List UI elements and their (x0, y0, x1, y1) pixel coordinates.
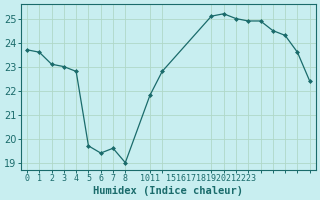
X-axis label: Humidex (Indice chaleur): Humidex (Indice chaleur) (93, 186, 243, 196)
